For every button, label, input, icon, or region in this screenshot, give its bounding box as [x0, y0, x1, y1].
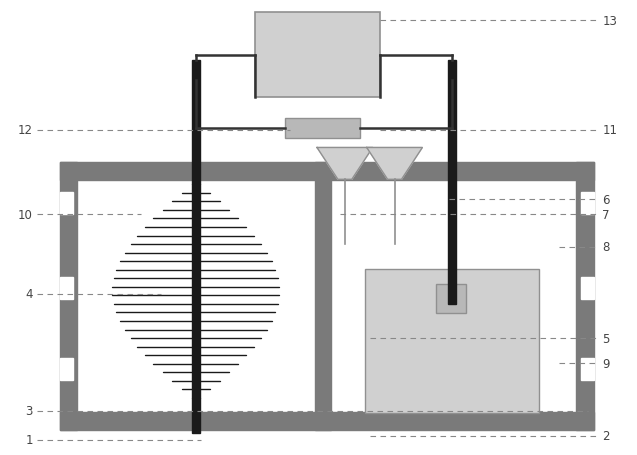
Text: 8: 8	[602, 241, 610, 254]
Bar	[60, 193, 73, 215]
Text: 12: 12	[18, 124, 32, 137]
Bar	[582, 359, 594, 380]
Text: 1: 1	[25, 433, 32, 446]
Text: 10: 10	[18, 208, 32, 221]
Bar	[60, 277, 73, 299]
Text: 3: 3	[25, 404, 32, 417]
Bar	[436, 284, 466, 314]
Bar	[285, 118, 360, 138]
Bar	[60, 163, 78, 430]
Bar	[255, 13, 380, 97]
Text: 2: 2	[602, 429, 610, 442]
Text: 4: 4	[25, 288, 32, 300]
Bar	[582, 277, 594, 299]
Text: 13: 13	[602, 15, 617, 28]
Text: 6: 6	[602, 193, 610, 206]
Bar	[582, 193, 594, 215]
Polygon shape	[367, 148, 422, 180]
Text: 5: 5	[602, 332, 610, 345]
Bar	[60, 163, 594, 181]
Text: 9: 9	[602, 357, 610, 370]
Bar	[315, 163, 331, 430]
Text: 7: 7	[602, 208, 610, 221]
Bar	[365, 269, 539, 413]
Polygon shape	[317, 148, 373, 180]
Bar	[60, 412, 594, 430]
Bar	[60, 359, 73, 380]
Bar	[192, 61, 200, 433]
Text: 11: 11	[602, 124, 617, 137]
Bar	[448, 61, 456, 304]
Bar	[576, 163, 594, 430]
